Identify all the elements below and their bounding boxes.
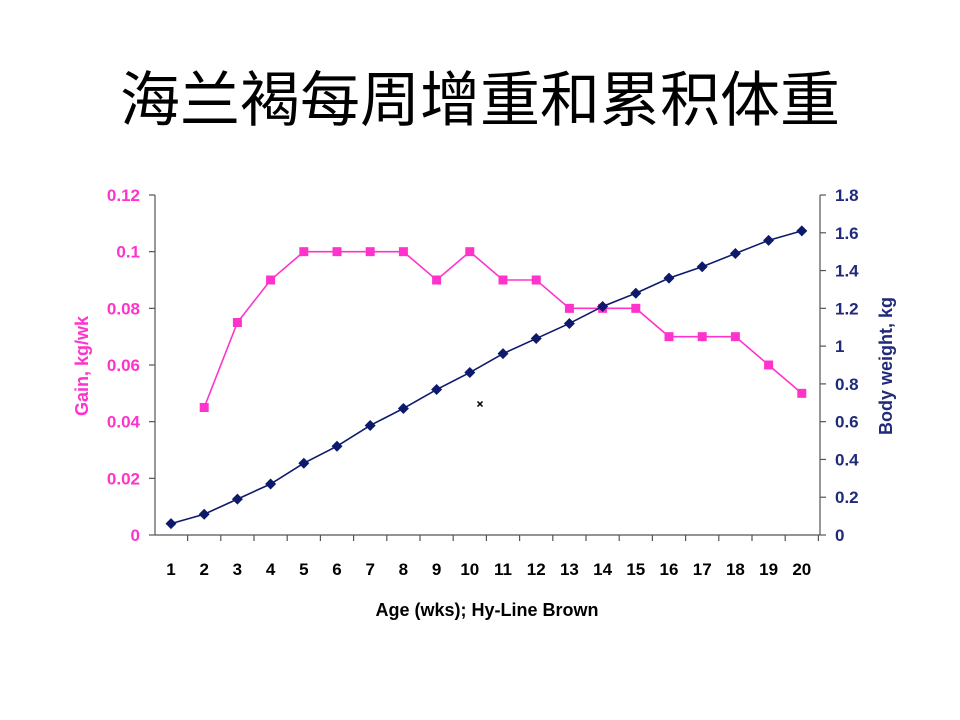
x-tick-label: 8	[399, 560, 408, 579]
gain-data-point	[697, 332, 707, 342]
body-weight-data-point	[630, 287, 642, 299]
x-tick-label: 18	[726, 560, 745, 579]
gain-data-point	[199, 403, 209, 412]
body-weight-data-point	[763, 234, 775, 246]
body-weight-series-line	[170, 230, 803, 525]
gain-data-point	[631, 303, 641, 313]
left-tick-label: 0	[131, 526, 140, 545]
cursor-icon	[476, 400, 484, 408]
gain-data-point	[564, 303, 574, 313]
gain-data-point	[531, 275, 541, 285]
left-tick-label: 0.06	[107, 356, 140, 375]
gain-data-point	[232, 318, 242, 327]
x-tick-label: 16	[660, 560, 679, 579]
gain-data-point	[299, 247, 309, 257]
gain-data-point	[797, 388, 807, 398]
left-axis: 0 0.02 0.04 0.06 0.08 0.1 0.12	[107, 186, 156, 545]
left-tick-label: 0.08	[107, 299, 140, 318]
x-axis-title: Age (wks); Hy-Line Brown	[375, 600, 598, 620]
gain-data-point	[398, 247, 408, 257]
body-weight-data-point	[397, 402, 409, 414]
x-tick-label: 13	[560, 560, 579, 579]
right-axis-title: Body weight, kg	[876, 297, 896, 435]
right-axis: 0 0.2 0.4 0.6 0.8 1 1.2 1.4 1.6 1.8	[819, 186, 859, 545]
x-tick-label: 17	[693, 560, 712, 579]
right-tick-label: 0.2	[835, 488, 859, 507]
x-tick-label: 2	[199, 560, 208, 579]
right-tick-label: 0	[835, 526, 844, 545]
gain-data-point	[730, 332, 740, 342]
right-tick-label: 1.4	[835, 262, 859, 281]
gain-data-point	[498, 275, 508, 285]
x-tick-label: 4	[266, 560, 276, 579]
x-tick-label: 19	[759, 560, 778, 579]
left-axis-title: Gain, kg/wk	[72, 315, 92, 416]
right-tick-label: 1	[835, 337, 844, 356]
body-weight-data-point	[696, 261, 708, 273]
x-tick-label: 14	[593, 560, 612, 579]
body-weight-data-point	[265, 478, 277, 490]
right-tick-label: 0.4	[835, 450, 859, 469]
body-weight-data-point	[165, 518, 177, 530]
gain-data-point	[465, 247, 475, 257]
x-tick-label: 10	[460, 560, 479, 579]
gain-data-point	[365, 247, 375, 257]
body-weight-data-point	[431, 384, 443, 396]
x-tick-label: 20	[792, 560, 811, 579]
gain-data-point	[664, 332, 674, 342]
x-tick-label: 11	[494, 560, 512, 579]
body-weight-data-point	[464, 367, 476, 379]
right-tick-label: 1.8	[835, 186, 859, 205]
body-weight-data-point	[597, 300, 609, 312]
left-tick-label: 0.02	[107, 469, 140, 488]
x-tick-label: 9	[432, 560, 441, 579]
left-tick-label: 0.12	[107, 186, 140, 205]
x-tick-label: 12	[527, 560, 546, 579]
body-weight-data-point	[231, 493, 243, 505]
x-axis: 1 2 3 4 5 6 7 8 9 10 11 12 13 14 15 16 17 18 19 20	[155, 534, 820, 579]
gain-data-point	[432, 275, 442, 285]
left-tick-label: 0.04	[107, 413, 141, 432]
x-tick-label: 3	[233, 560, 242, 579]
body-weight-data-point	[563, 317, 575, 329]
right-tick-label: 1.6	[835, 224, 859, 243]
body-weight-data-point	[497, 348, 509, 360]
gain-data-point	[764, 360, 774, 370]
right-tick-label: 0.6	[835, 413, 859, 432]
x-tick-label: 6	[332, 560, 341, 579]
x-tick-label: 15	[626, 560, 645, 579]
body-weight-data-point	[530, 333, 542, 345]
body-weight-data-point	[364, 419, 376, 431]
gain-series-line	[203, 250, 803, 408]
body-weight-data-point	[729, 248, 741, 260]
x-tick-label: 5	[299, 560, 308, 579]
body-weight-data-point	[298, 457, 310, 469]
slide-title: 海兰褐每周增重和累积体重	[120, 66, 840, 136]
body-weight-data-point	[796, 225, 808, 237]
body-weight-data-point	[331, 440, 343, 452]
body-weight-data-point	[198, 508, 210, 520]
right-tick-label: 0.8	[835, 375, 859, 394]
body-weight-data-point	[663, 272, 675, 284]
x-tick-label: 7	[365, 560, 374, 579]
x-tick-label: 1	[166, 560, 175, 579]
gain-data-point	[332, 247, 342, 257]
gain-data-point	[266, 275, 276, 285]
series-layer	[165, 225, 808, 530]
left-tick-label: 0.1	[116, 243, 140, 262]
right-tick-label: 1.2	[835, 299, 859, 318]
